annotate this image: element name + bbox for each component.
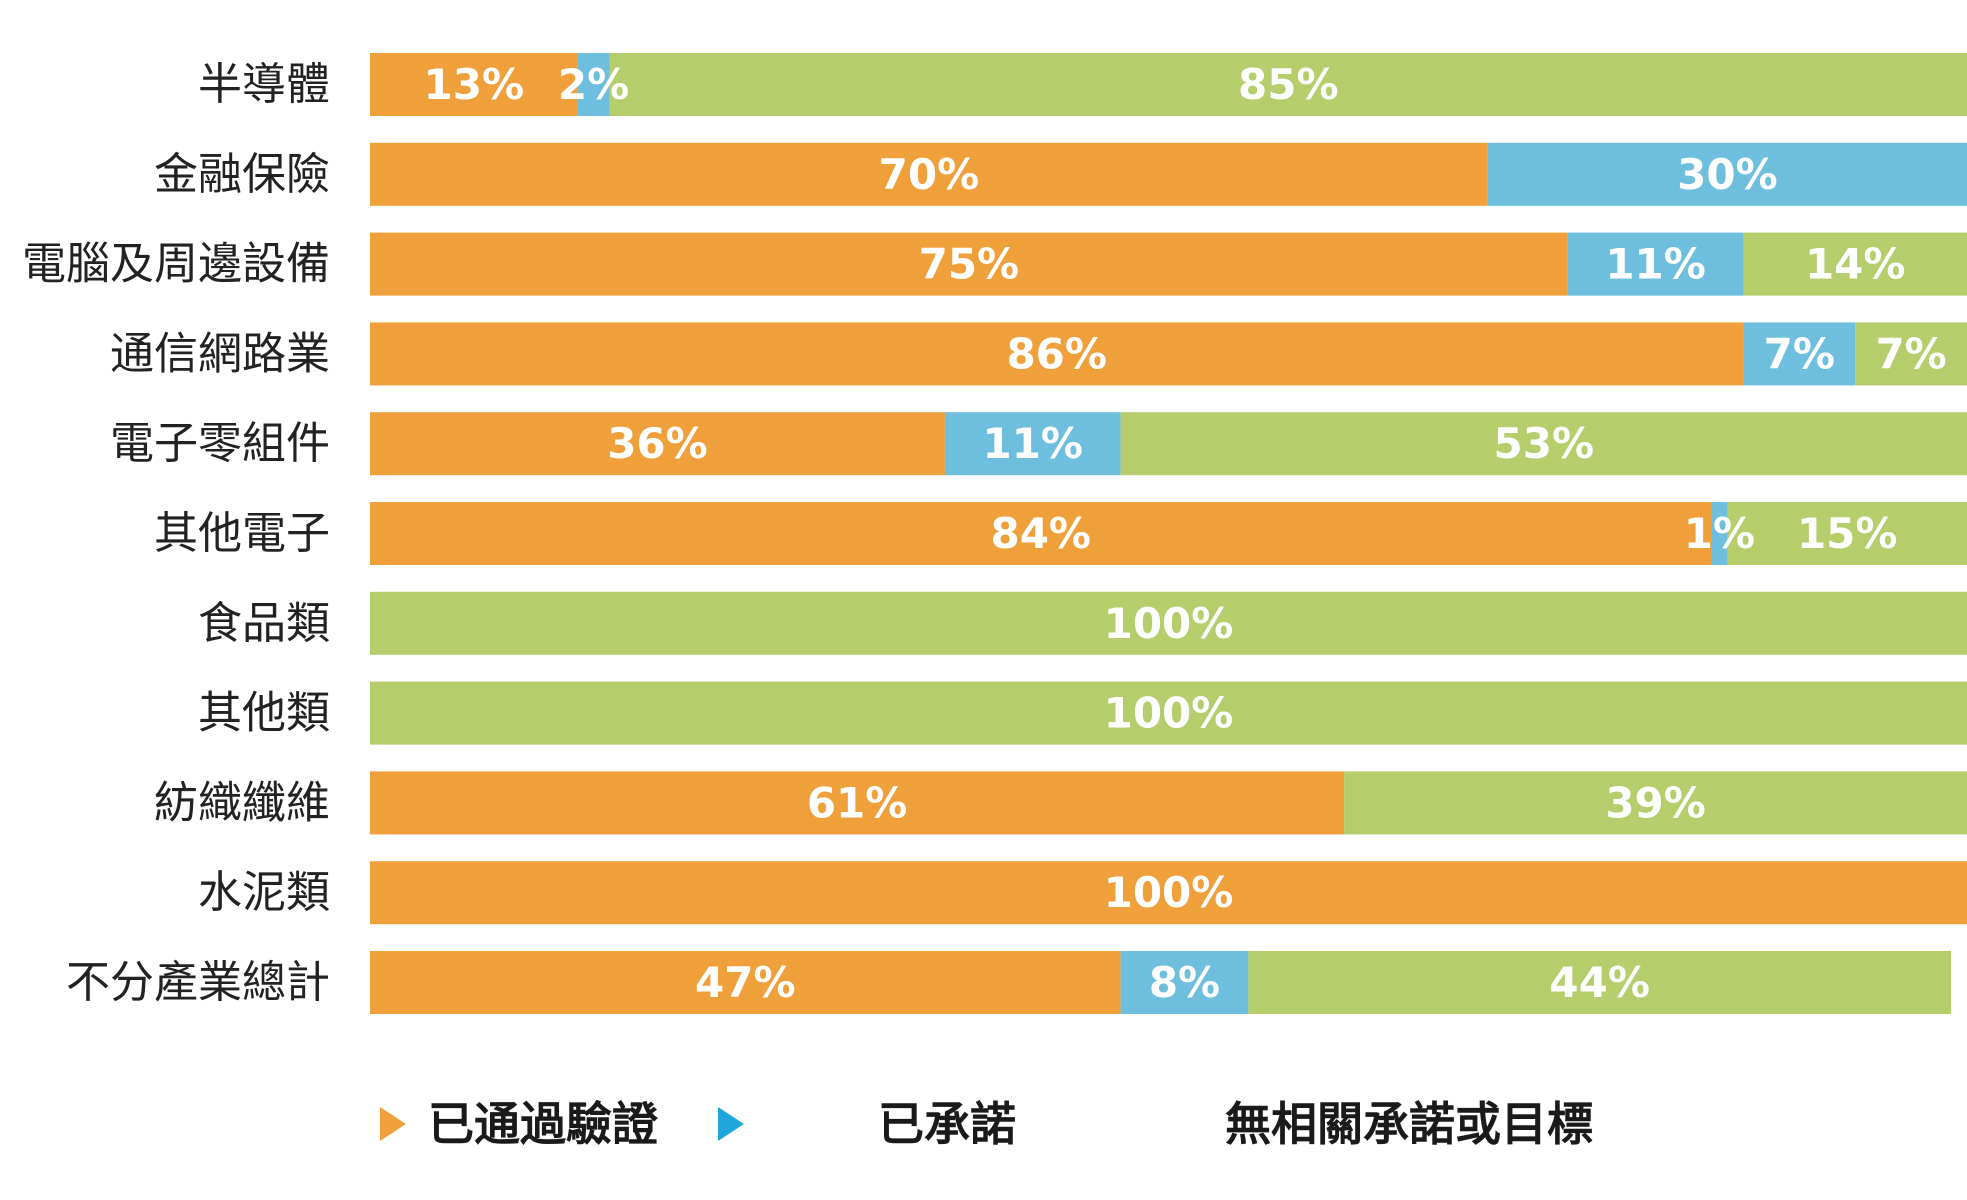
- bar-segment: [370, 861, 1967, 925]
- data-label: 39%: [1605, 778, 1706, 827]
- legend-marker: [718, 1107, 744, 1141]
- bar-segment: [577, 53, 610, 116]
- category-label: 其他類: [198, 688, 330, 739]
- data-label: 36%: [607, 419, 708, 468]
- data-label: 14%: [1805, 240, 1906, 289]
- category-label: 不分產業總計: [66, 957, 330, 1008]
- data-label: 47%: [695, 958, 796, 1007]
- legend-label: 已承諾: [878, 1097, 1016, 1151]
- bar-segment: [1248, 951, 1952, 1014]
- bar-segment: [1743, 322, 1856, 386]
- category-labels: 半導體金融保險電腦及周邊設備通信網路業電子零組件其他電子食品類其他類紡織纖維水泥…: [22, 59, 330, 1008]
- bar-segment: [370, 502, 1712, 565]
- bar-segment: [1344, 771, 1967, 835]
- legend-label: 無相關承諾或目標: [1225, 1097, 1593, 1151]
- bar-segment: [1120, 951, 1249, 1014]
- data-label: 85%: [1238, 60, 1339, 109]
- bar-segment: [1855, 322, 1967, 386]
- bar-segment: [1711, 502, 1728, 565]
- legend-marker: [380, 1107, 406, 1141]
- data-label: 100%: [1104, 689, 1234, 738]
- bars-layer: [370, 53, 1967, 1014]
- category-label: 半導體: [198, 59, 330, 110]
- bar-segment: [370, 951, 1121, 1014]
- category-label: 金融保險: [154, 149, 330, 200]
- bar-segment: [370, 681, 1967, 745]
- data-label: 70%: [879, 150, 980, 199]
- bar-segment: [370, 591, 1967, 655]
- data-label: 7%: [1764, 329, 1835, 378]
- bar-segment: [370, 53, 578, 116]
- segment-labels: 13% 2% 85% 70% 30% 75% 11% 14% 86% 7% 7% 36% 11% 53% 8…: [424, 60, 1947, 1007]
- data-label: 100%: [1104, 868, 1234, 917]
- legend-label: 已通過驗證: [428, 1097, 659, 1151]
- data-label: 84%: [990, 509, 1091, 558]
- data-label: 100%: [1104, 599, 1234, 648]
- bar-segment: [370, 771, 1345, 835]
- data-label: 2%: [558, 60, 629, 109]
- category-label: 電子零組件: [110, 418, 330, 469]
- bar-segment: [1567, 232, 1744, 296]
- category-label: 通信網路業: [110, 328, 330, 379]
- bar-segment: [1727, 502, 1967, 565]
- data-label: 53%: [1494, 419, 1595, 468]
- data-label: 15%: [1797, 509, 1898, 558]
- bar-segment: [1743, 232, 1967, 296]
- data-label: 13%: [424, 60, 525, 109]
- category-label: 食品類: [198, 598, 330, 649]
- bar-segment: [1487, 142, 1967, 206]
- data-label: 11%: [982, 419, 1083, 468]
- bar-segment: [370, 322, 1744, 386]
- legend: 已通過驗證 已承諾 無相關承諾或目標: [380, 1097, 1593, 1151]
- data-label: 30%: [1677, 150, 1778, 199]
- data-label: 75%: [919, 240, 1020, 289]
- data-label: 86%: [1006, 329, 1107, 378]
- category-label: 電腦及周邊設備: [22, 239, 330, 290]
- category-label: 紡織纖維: [154, 777, 330, 828]
- data-label: 11%: [1605, 240, 1706, 289]
- data-label: 44%: [1549, 958, 1650, 1007]
- data-label: 8%: [1149, 958, 1220, 1007]
- bar-segment: [370, 232, 1568, 296]
- bar-segment: [370, 142, 1488, 206]
- data-label: 7%: [1875, 329, 1946, 378]
- data-label: 61%: [807, 778, 908, 827]
- category-label: 其他電子: [154, 508, 330, 559]
- category-label: 水泥類: [198, 867, 330, 918]
- bar-segment: [944, 412, 1121, 476]
- bar-segment: [370, 412, 945, 476]
- bar-segment: [1120, 412, 1967, 476]
- data-label: 1%: [1684, 509, 1755, 558]
- bar-segment: [609, 53, 1967, 116]
